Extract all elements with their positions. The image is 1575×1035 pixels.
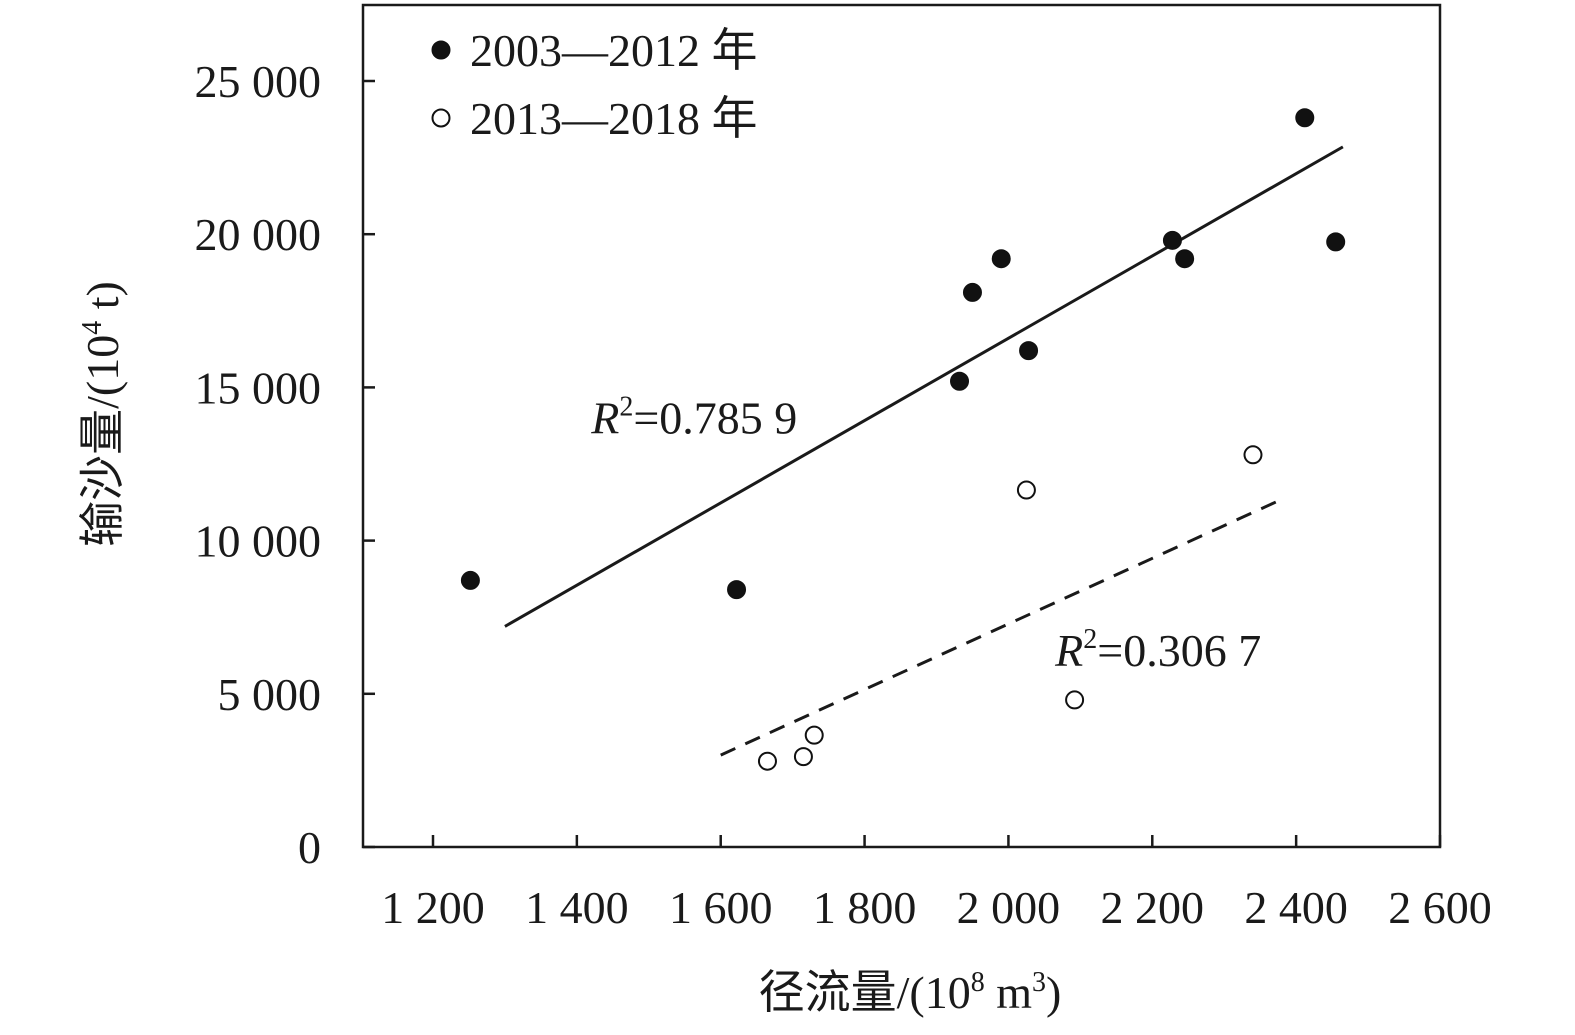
point-2003-2012 bbox=[962, 282, 982, 302]
x-tick-label: 2 000 bbox=[957, 882, 1061, 933]
point-2013-2018 bbox=[757, 751, 777, 771]
r-value: =0.785 9 bbox=[633, 392, 797, 443]
trend-line-2003-2012 bbox=[504, 145, 1344, 628]
point-2003-2012 bbox=[460, 570, 480, 590]
r-symbol: R bbox=[590, 392, 619, 443]
r-sup: 2 bbox=[619, 391, 633, 422]
r-squared-annotations: R2=0.785 9R2=0.306 7 bbox=[590, 391, 1261, 676]
point-2013-2018 bbox=[1016, 480, 1036, 500]
point-2013-2018 bbox=[804, 725, 824, 745]
y-tick-label: 0 bbox=[298, 822, 321, 873]
legend-marker bbox=[431, 108, 451, 128]
trend-lines bbox=[504, 145, 1344, 757]
point-2003-2012 bbox=[1019, 341, 1039, 361]
point-2003-2012 bbox=[1175, 249, 1195, 269]
x-tick-label: 1 200 bbox=[381, 882, 485, 933]
r-squared-2003-2012: R2=0.785 9 bbox=[590, 391, 797, 443]
point-2003-2012 bbox=[727, 580, 747, 600]
legend-label: 2003—2012 年 bbox=[470, 25, 758, 76]
y-tick-label: 25 000 bbox=[195, 56, 322, 107]
x-tick-label: 1 800 bbox=[813, 882, 917, 933]
x-tick-label: 1 400 bbox=[525, 882, 629, 933]
plot-frame-group bbox=[361, 3, 1442, 849]
legend-marker bbox=[431, 40, 451, 60]
x-axis-title-suffix: ) bbox=[1046, 967, 1061, 1018]
r-squared-2013-2018: R2=0.306 7 bbox=[1054, 624, 1261, 676]
r-value: =0.306 7 bbox=[1097, 625, 1261, 676]
x-axis: 1 200 1 400 1 600 1 800 2 000 2 200 2 400 2 600 bbox=[381, 835, 1492, 933]
x-axis-title-sup: 8 bbox=[971, 967, 985, 998]
x-axis-title-prefix: 径流量/(10 bbox=[759, 967, 971, 1018]
x-tick-label: 2 200 bbox=[1101, 882, 1205, 933]
r-sup: 2 bbox=[1083, 624, 1097, 655]
x-axis-title-sup2: 3 bbox=[1032, 967, 1046, 998]
x-tick-label: 1 600 bbox=[669, 882, 773, 933]
point-2013-2018 bbox=[1065, 690, 1085, 710]
x-tick-label: 2 600 bbox=[1388, 882, 1492, 933]
data-points bbox=[460, 108, 1346, 771]
y-tick-label: 5 000 bbox=[218, 669, 322, 720]
x-tick-label: 2 400 bbox=[1244, 882, 1348, 933]
legend: 2003—2012 年 2013—2018 年 bbox=[431, 25, 758, 144]
y-tick-label: 10 000 bbox=[195, 516, 322, 567]
x-axis-title-mid: m bbox=[985, 967, 1033, 1018]
y-axis: 0 5 000 10 000 15 000 20 000 25 000 bbox=[195, 56, 375, 873]
y-axis-title: 输沙量/(104 t) bbox=[77, 281, 128, 547]
point-2003-2012 bbox=[1162, 230, 1182, 250]
point-2003-2012 bbox=[1326, 232, 1346, 252]
r-symbol: R bbox=[1054, 625, 1083, 676]
y-axis-title-prefix: 输沙量/(10 bbox=[77, 335, 128, 547]
point-2013-2018 bbox=[793, 747, 813, 767]
point-2013-2018 bbox=[1243, 445, 1263, 465]
y-tick-label: 20 000 bbox=[195, 209, 322, 260]
x-axis-title: 径流量/(108 m3) bbox=[759, 967, 1062, 1018]
point-2003-2012 bbox=[1295, 108, 1315, 128]
y-axis-title-suffix: t) bbox=[77, 281, 128, 321]
point-2003-2012 bbox=[950, 371, 970, 391]
point-2003-2012 bbox=[991, 249, 1011, 269]
y-tick-label: 15 000 bbox=[195, 362, 322, 413]
legend-label: 2013—2018 年 bbox=[470, 93, 758, 144]
trend-line-2013-2018 bbox=[720, 496, 1286, 757]
y-axis-title-sup: 4 bbox=[77, 321, 108, 335]
plot-frame bbox=[361, 3, 1442, 849]
